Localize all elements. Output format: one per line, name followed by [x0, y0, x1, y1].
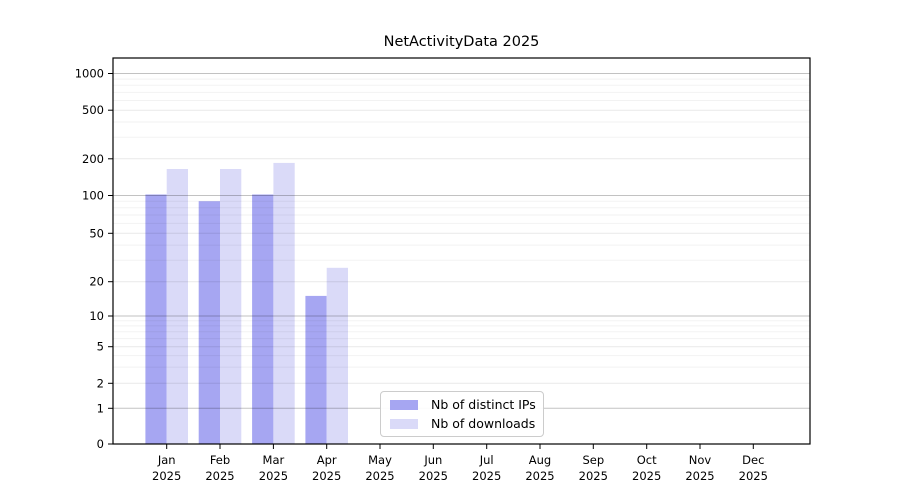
y-tick-label: 1000 — [75, 67, 104, 81]
x-tick-label: Feb 2025 — [205, 453, 234, 483]
x-tick-label: Aug 2025 — [525, 453, 554, 483]
x-tick-label: Nov 2025 — [685, 453, 714, 483]
bar-distinct-ips-jan — [145, 194, 167, 444]
y-tick-label: 5 — [97, 340, 104, 354]
x-tick-label: Jun 2025 — [419, 453, 448, 483]
y-tick-label: 50 — [89, 226, 104, 240]
legend-label-distinct-ips: Nb of distinct IPs — [431, 397, 536, 412]
y-tick-label: 2 — [97, 376, 104, 390]
x-tick-label: Sep 2025 — [579, 453, 608, 483]
bar-downloads-mar — [273, 162, 295, 444]
x-tick-label: Jan 2025 — [152, 453, 181, 483]
legend-swatch-downloads — [390, 418, 418, 429]
legend-label-downloads: Nb of downloads — [431, 416, 536, 431]
bar-downloads-jan — [166, 169, 188, 444]
bar-distinct-ips-feb — [198, 201, 220, 444]
y-tick-label: 100 — [82, 189, 104, 203]
y-tick-label: 20 — [89, 275, 104, 289]
bar-distinct-ips-apr — [305, 295, 327, 444]
bar-downloads-apr — [326, 267, 348, 444]
bar-distinct-ips-mar — [252, 194, 274, 444]
y-tick-label: 500 — [82, 103, 104, 117]
y-tick-label: 200 — [82, 152, 104, 166]
x-tick-label: Dec 2025 — [739, 453, 768, 483]
x-tick-label: Jul 2025 — [472, 453, 501, 483]
x-tick-label: May 2025 — [365, 453, 394, 483]
y-tick-label: 0 — [97, 437, 104, 451]
x-tick-label: Apr 2025 — [312, 453, 341, 483]
bar-downloads-feb — [220, 169, 242, 444]
legend-item-distinct-ips: Nb of distinct IPs — [390, 397, 543, 412]
y-tick-label: 1 — [97, 401, 104, 415]
legend-item-downloads: Nb of downloads — [390, 416, 543, 431]
chart-title: NetActivityData 2025 — [383, 34, 540, 50]
legend-swatch-distinct-ips — [390, 399, 418, 410]
x-tick-label: Oct 2025 — [632, 453, 661, 483]
chart-legend: Nb of distinct IPs Nb of downloads — [380, 391, 544, 437]
x-tick-label: Mar 2025 — [259, 453, 288, 483]
y-tick-label: 10 — [89, 309, 104, 323]
plot-frame — [112, 57, 811, 445]
